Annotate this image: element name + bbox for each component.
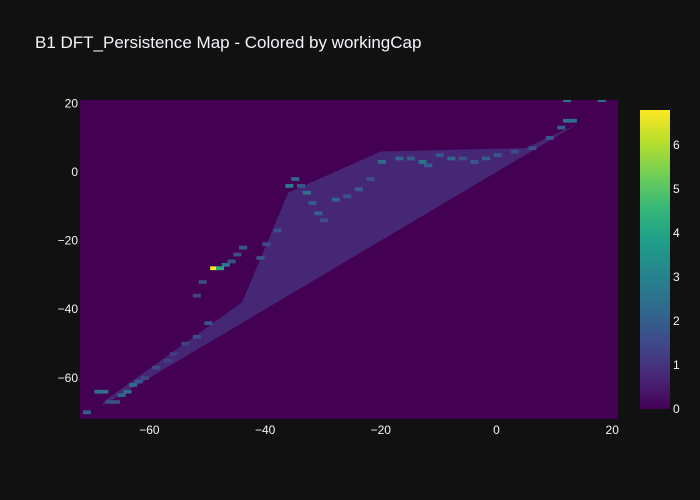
heatmap-cell <box>117 393 126 398</box>
heatmap-cell <box>291 177 300 181</box>
heatmap-cell <box>458 156 468 161</box>
heatmap-cell <box>302 190 311 195</box>
heatmap-cells <box>82 100 606 415</box>
heatmap-cell <box>447 156 456 161</box>
heatmap-cell <box>343 194 352 199</box>
heatmap-cell <box>227 259 236 264</box>
heatmap-cell <box>435 153 444 157</box>
y-axis: 20 0 −20 −40 −60 <box>58 96 79 384</box>
heatmap-cell <box>215 266 225 271</box>
heatmap-density-band <box>103 124 578 406</box>
heatmap-cell <box>563 100 572 103</box>
y-tick-label: 0 <box>71 165 78 179</box>
heatmap-cell <box>221 262 230 267</box>
heatmap-cell <box>320 218 329 223</box>
x-tick-label: −60 <box>139 423 160 437</box>
heatmap-cell <box>100 389 109 394</box>
heatmap-cell <box>493 153 502 157</box>
y-tick-label: −60 <box>58 371 79 385</box>
heatmap-cell <box>314 211 323 216</box>
heatmap-cell <box>406 156 415 161</box>
heatmap-cell <box>545 136 554 140</box>
colorbar: 0 1 2 3 4 5 6 <box>640 110 680 416</box>
heatmap-cell <box>262 242 271 247</box>
heatmap-cell <box>418 160 427 164</box>
x-tick-label: 20 <box>606 423 620 437</box>
heatmap-cell <box>210 266 219 271</box>
x-tick-label: −40 <box>255 423 276 437</box>
heatmap-cell <box>82 410 91 415</box>
heatmap-cell <box>123 389 132 394</box>
heatmap-cell <box>152 365 161 370</box>
colorbar-gradient <box>640 110 670 409</box>
heatmap-cell <box>510 149 520 154</box>
heatmap-cell <box>424 163 433 168</box>
colorbar-tick-label: 2 <box>673 314 680 328</box>
heatmap-cell <box>169 352 178 356</box>
heatmap-cell <box>111 400 120 404</box>
colorbar-tick-label: 0 <box>673 402 680 416</box>
heatmap-cell <box>239 245 248 250</box>
heatmap-cell <box>366 177 375 181</box>
y-tick-label: 20 <box>65 96 79 110</box>
colorbar-tick-label: 4 <box>673 226 680 240</box>
heatmap-cell <box>395 156 404 161</box>
x-tick-label: 0 <box>493 423 500 437</box>
heatmap-cell <box>129 382 138 387</box>
heatmap-cell <box>470 160 479 164</box>
heatmap-cell <box>94 389 103 394</box>
heatmap-cell <box>331 197 340 202</box>
heatmap-cell <box>106 400 115 404</box>
heatmap-cell <box>273 228 282 233</box>
x-axis: −60 −40 −20 0 20 <box>139 423 619 437</box>
heatmap-cell <box>377 160 387 164</box>
plot-area <box>80 100 618 419</box>
heatmap-cell <box>181 341 190 346</box>
heatmap-cell <box>557 125 566 130</box>
y-tick-label: −20 <box>58 234 79 248</box>
heatmap-cell <box>204 321 213 326</box>
heatmap-cell <box>568 118 577 123</box>
colorbar-tick-label: 5 <box>673 182 680 196</box>
heatmap-cell <box>192 334 201 339</box>
heatmap-cell <box>256 256 265 260</box>
x-tick-label: −20 <box>371 423 392 437</box>
heatmap-cell <box>354 187 363 192</box>
heatmap-cell <box>163 358 172 363</box>
heatmap-cell <box>296 184 306 188</box>
colorbar-tick-label: 3 <box>673 270 680 284</box>
heatmap-cell <box>482 156 491 161</box>
heatmap-cell <box>285 184 294 188</box>
heatmap-cell <box>597 100 606 103</box>
chart-title: B1 DFT_Persistence Map - Colored by work… <box>35 33 422 52</box>
heatmap-cell <box>198 280 207 284</box>
y-tick-label: −40 <box>58 302 79 316</box>
heatmap-cell <box>233 252 242 257</box>
heatmap-cell <box>563 118 572 123</box>
heatmap-cell <box>140 376 149 380</box>
heatmap-cell <box>134 379 144 384</box>
colorbar-tick-label: 1 <box>673 358 680 372</box>
colorbar-tick-label: 6 <box>673 138 680 152</box>
heatmap-cell <box>308 201 317 205</box>
heatmap-cell <box>528 146 537 151</box>
heatmap-cell <box>192 293 201 298</box>
